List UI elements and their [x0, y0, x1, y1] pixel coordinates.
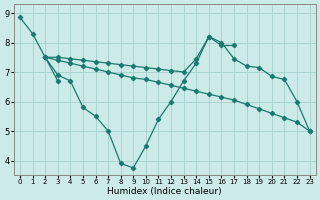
X-axis label: Humidex (Indice chaleur): Humidex (Indice chaleur): [108, 187, 222, 196]
